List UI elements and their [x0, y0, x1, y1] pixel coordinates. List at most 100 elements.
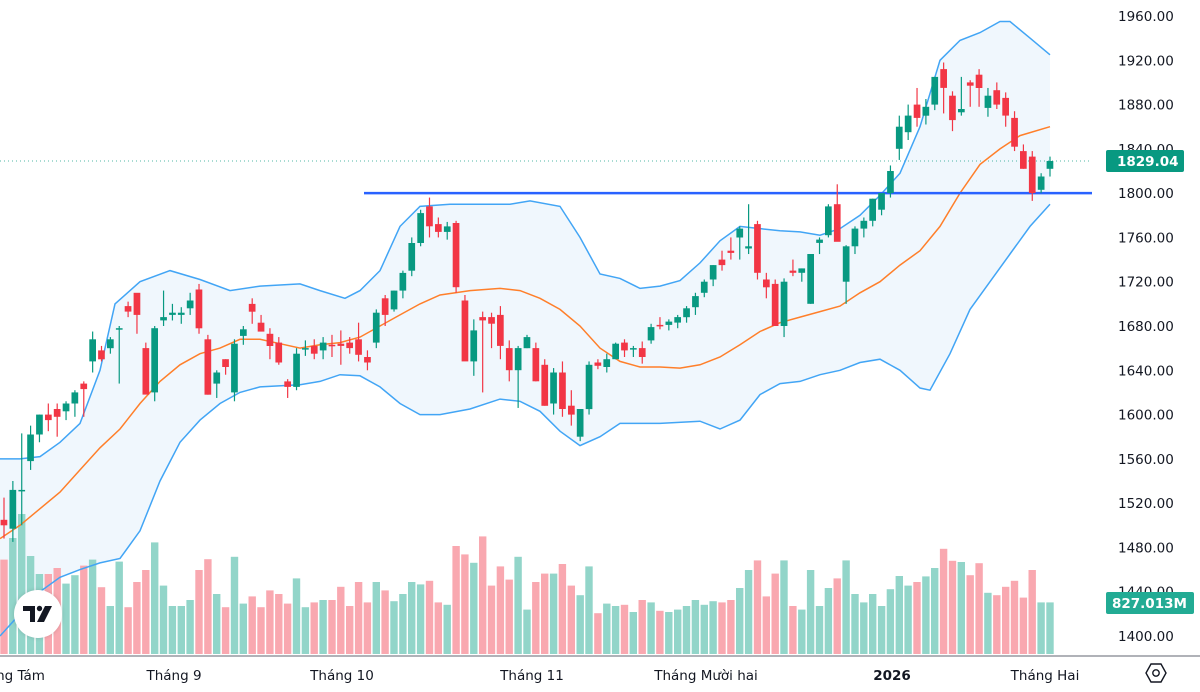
candle [257, 314, 265, 332]
price-tick-label: 1480.00 [1118, 540, 1174, 556]
candle [505, 340, 513, 382]
candle [80, 381, 88, 417]
candle [931, 76, 939, 111]
volume-bar [381, 590, 389, 654]
volume-bar [789, 606, 797, 654]
candle [736, 226, 744, 260]
volume-bar [186, 600, 194, 654]
volume-bar [0, 559, 8, 654]
time-tick-label: Tháng Hai [1010, 668, 1080, 684]
candle [514, 345, 522, 408]
volume-bar [656, 610, 664, 654]
candle [372, 309, 380, 349]
volume-bar [80, 565, 88, 654]
volume-bar [1028, 570, 1036, 654]
volume-bar [283, 603, 292, 654]
candle [461, 295, 469, 362]
volume-bar [9, 538, 17, 654]
candle [355, 322, 362, 362]
last-volume-value: 827.013M [1112, 596, 1187, 612]
candle [266, 328, 274, 360]
volume-bar [514, 556, 522, 654]
candle [115, 326, 123, 384]
candle [568, 390, 575, 426]
candle [1028, 151, 1036, 201]
tradingview-logo-icon [23, 605, 52, 622]
volume-bar [213, 594, 221, 654]
candle [497, 306, 504, 360]
volume-bar [133, 582, 141, 654]
candle [585, 361, 593, 415]
candle [399, 270, 407, 299]
candle [789, 259, 797, 277]
candle [745, 204, 752, 255]
volume-bar [97, 587, 106, 654]
candle [45, 403, 52, 432]
volume-bar [18, 514, 26, 654]
candle [630, 345, 637, 357]
volume-bar [416, 584, 425, 654]
candle [940, 62, 947, 114]
candle [310, 339, 318, 360]
volume-bar [461, 554, 469, 654]
volume-bar [470, 562, 478, 654]
candle [727, 237, 735, 260]
volume-bar [762, 596, 770, 654]
candle [984, 87, 992, 117]
candle [541, 359, 549, 406]
volume-bar [682, 606, 691, 654]
candle [532, 342, 540, 382]
candle [390, 290, 398, 312]
volume-bar [434, 602, 442, 654]
volume-bar [443, 604, 451, 654]
candle [107, 337, 114, 354]
candle [133, 292, 141, 334]
volume-bar [541, 573, 549, 654]
candle [621, 339, 628, 357]
price-axis[interactable]: 1960.001920.001880.001840.001800.001760.… [1092, 0, 1200, 656]
tradingview-logo[interactable] [14, 590, 62, 638]
chart-settings-button[interactable] [1144, 662, 1168, 684]
candle [213, 370, 221, 398]
candle [488, 312, 495, 349]
candle [275, 337, 283, 365]
price-tick-label: 1680.00 [1118, 319, 1174, 335]
volume-bar [230, 556, 239, 654]
volume-bar [886, 589, 895, 654]
candle [284, 379, 291, 398]
volume-bar [585, 566, 593, 654]
volume-bar [611, 606, 620, 654]
volume-bar [691, 600, 700, 654]
candle [231, 339, 238, 402]
volume-bar [975, 563, 983, 654]
candle [364, 350, 371, 371]
volume-bar [1037, 602, 1045, 654]
candle [825, 204, 832, 238]
time-axis[interactable]: Tháng Tám Tháng 9 Tháng 10 Tháng 11 Tháng Mư… [0, 655, 1200, 688]
volume-bar [549, 573, 558, 654]
volume-bar [159, 585, 168, 654]
volume-bar [877, 606, 886, 654]
candle [346, 337, 353, 354]
volume-bar [1010, 580, 1019, 654]
candle [27, 425, 34, 470]
volume-bar [62, 583, 70, 654]
candle [833, 184, 841, 242]
candle [0, 497, 8, 539]
candle [798, 268, 806, 282]
volume-bar [806, 570, 815, 654]
volume-bar [195, 570, 203, 654]
candle [53, 403, 61, 437]
volume-bar [815, 606, 824, 654]
volume-bar [328, 600, 336, 654]
volume-bar [1019, 597, 1028, 654]
bb-lower-line [0, 203, 1051, 637]
price-tick-label: 1880.00 [1118, 98, 1174, 114]
price-tick-label: 1960.00 [1118, 9, 1174, 25]
price-tick-label: 1800.00 [1118, 186, 1174, 202]
candle [771, 279, 779, 326]
candle [319, 337, 327, 360]
time-tick-label: Tháng 11 [499, 668, 564, 684]
